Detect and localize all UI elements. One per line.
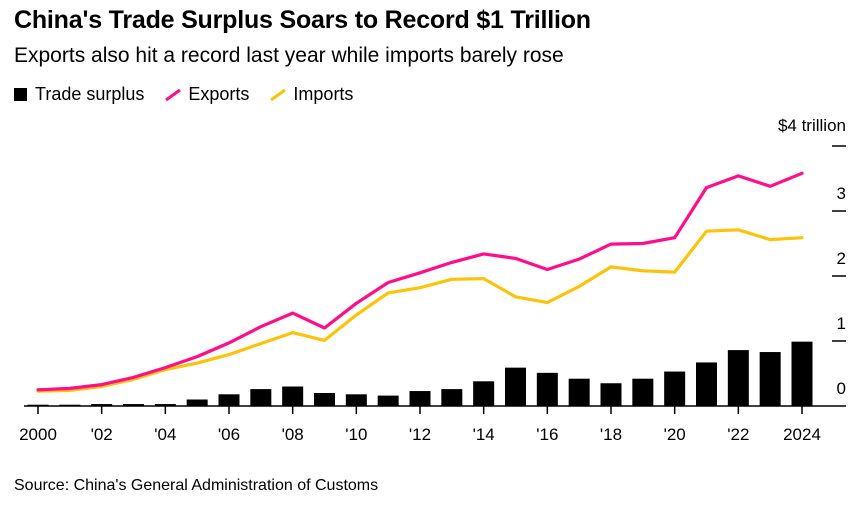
x-tick-label: '08 xyxy=(282,425,304,444)
source-note: Source: China's General Administration o… xyxy=(14,477,379,494)
x-tick-label: '14 xyxy=(473,425,495,444)
surplus-bar xyxy=(282,386,304,406)
surplus-bar xyxy=(727,350,749,406)
legend-swatch-trade-surplus xyxy=(14,88,27,101)
x-tick-label: '12 xyxy=(409,425,431,444)
x-tick-label: '18 xyxy=(600,425,622,444)
x-tick-label: '06 xyxy=(218,425,240,444)
surplus-bar xyxy=(791,341,813,406)
x-tick-label: '04 xyxy=(154,425,176,444)
legend-swatch-imports xyxy=(270,88,287,101)
surplus-bar xyxy=(568,378,590,406)
surplus-bar xyxy=(505,367,526,406)
surplus-bar xyxy=(345,394,367,406)
x-tick-label: '02 xyxy=(91,425,113,444)
surplus-bar xyxy=(154,404,176,406)
legend-label-imports: Imports xyxy=(293,84,354,104)
x-tick-label: '20 xyxy=(664,425,686,444)
chart-title: China's Trade Surplus Soars to Record $1… xyxy=(14,6,591,34)
surplus-bar xyxy=(664,371,686,406)
surplus-bar xyxy=(600,383,622,406)
surplus-bar xyxy=(632,378,654,406)
surplus-bar xyxy=(536,372,558,406)
surplus-bar xyxy=(218,394,240,406)
surplus-bar xyxy=(314,393,335,406)
y-tick-label: 2 xyxy=(837,249,846,268)
y-tick-label: 3 xyxy=(837,184,846,203)
x-tick-label: 2024 xyxy=(783,425,821,444)
legend-label-exports: Exports xyxy=(188,84,250,104)
imports-line xyxy=(36,228,804,393)
x-tick-label: 2000 xyxy=(19,425,57,444)
legend-label-trade-surplus: Trade surplus xyxy=(35,84,145,104)
legend-item-trade-surplus: Trade surplus xyxy=(14,84,144,105)
surplus-bar xyxy=(696,362,717,406)
surplus-bar xyxy=(377,395,399,406)
legend-item-exports: Exports xyxy=(164,84,249,105)
x-tick-label: '16 xyxy=(536,425,558,444)
surplus-bar xyxy=(409,391,431,406)
x-tick-label: '22 xyxy=(727,425,749,444)
exports-line xyxy=(36,171,804,392)
legend-swatch-exports xyxy=(165,88,182,101)
surplus-bar xyxy=(441,389,463,406)
surplus-bar xyxy=(250,389,272,406)
y-tick-label: $4 trillion xyxy=(778,116,846,135)
y-tick-label: 1 xyxy=(837,314,846,333)
surplus-bar xyxy=(123,404,144,406)
surplus-bar xyxy=(186,399,208,406)
legend-item-imports: Imports xyxy=(269,84,353,105)
y-tick-label: 0 xyxy=(837,379,846,398)
legend: Trade surplus Exports Imports xyxy=(14,84,373,105)
chart-subtitle: Exports also hit a record last year whil… xyxy=(14,44,564,67)
surplus-bar xyxy=(473,381,495,406)
surplus-bar xyxy=(759,352,781,406)
x-tick-label: '10 xyxy=(345,425,367,444)
surplus-bar xyxy=(91,404,113,406)
